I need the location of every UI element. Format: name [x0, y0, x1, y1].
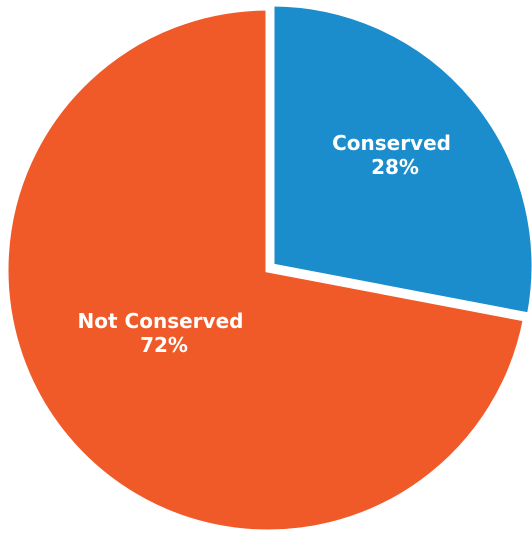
slice-value-not-conserved: 72%	[140, 333, 188, 357]
pie-slice-not-conserved	[3, 5, 529, 534]
pie-slice-conserved	[269, 1, 532, 319]
slice-name-conserved: Conserved	[332, 131, 451, 155]
slice-label-conserved: Conserved 28%	[332, 131, 458, 179]
slice-name-not-conserved: Not Conserved	[78, 309, 244, 333]
slice-value-conserved: 28%	[371, 155, 419, 179]
slice-label-not-conserved: Not Conserved 72%	[78, 309, 251, 357]
